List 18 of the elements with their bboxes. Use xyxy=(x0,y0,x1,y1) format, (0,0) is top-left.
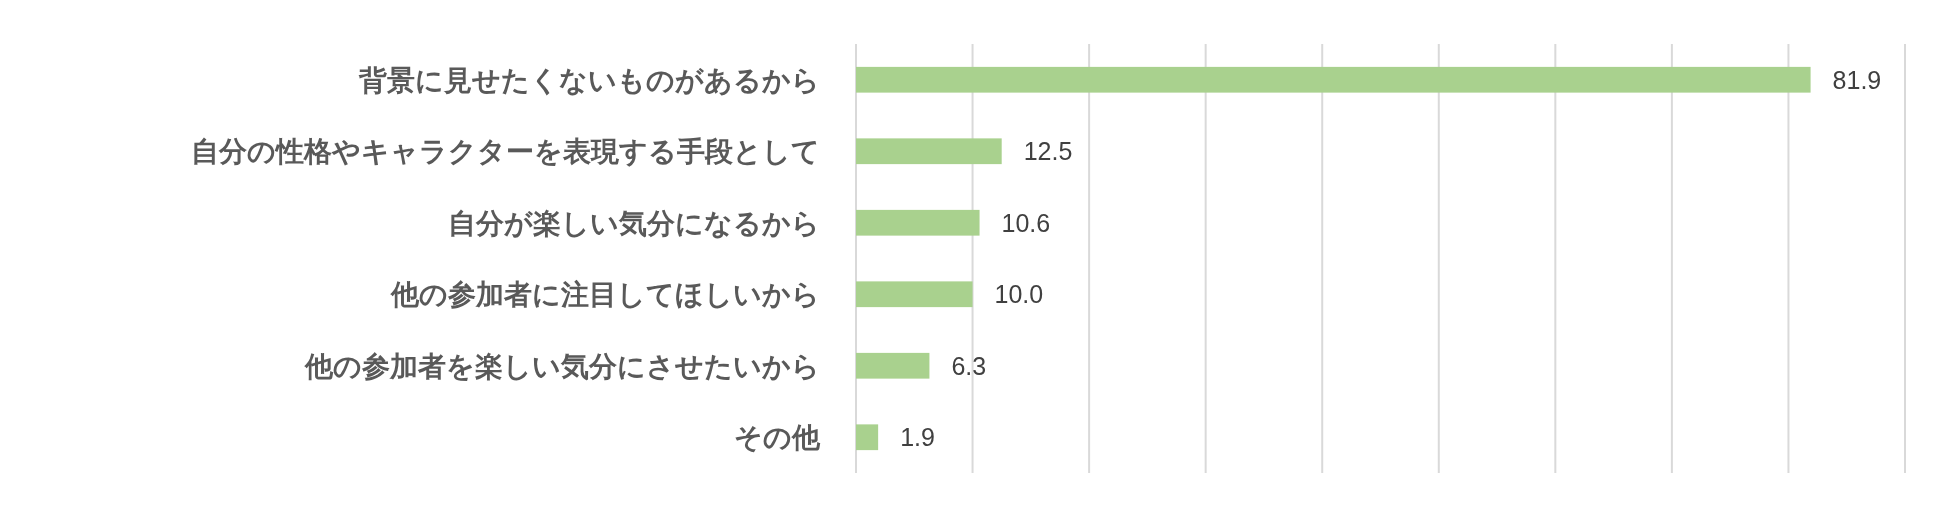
bar xyxy=(856,209,980,236)
data-label: 10.0 xyxy=(994,280,1044,309)
data-label: 12.5 xyxy=(1023,137,1073,166)
data-label: 10.6 xyxy=(1001,208,1051,237)
data-label: 6.3 xyxy=(951,351,987,380)
y-tick-label: その他 xyxy=(734,421,821,455)
bar xyxy=(856,424,879,451)
bar xyxy=(856,281,973,308)
y-tick-label: 背景に見せたくないものがあるから xyxy=(358,63,820,97)
bar xyxy=(856,352,930,379)
y-tick-label: 自分の性格やキャラクターを表現する手段として xyxy=(191,135,820,169)
data-label: 81.9 xyxy=(1832,65,1882,94)
bar xyxy=(856,66,1811,93)
y-tick-label: 他の参加者に注目してほしいから xyxy=(390,278,820,312)
data-label: 1.9 xyxy=(900,423,935,452)
y-tick-label: 自分が楽しい気分になるから xyxy=(448,206,820,240)
bar xyxy=(856,138,1002,165)
y-tick-label: 他の参加者を楽しい気分にさせたいから xyxy=(304,349,820,383)
